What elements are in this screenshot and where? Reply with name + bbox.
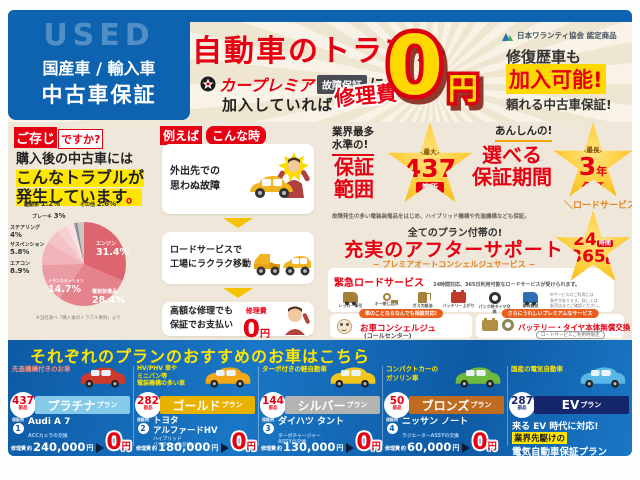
- call-center-icon: [337, 319, 352, 334]
- pie-label: 駆動系 1.2%: [24, 200, 61, 208]
- car-illustration: [580, 367, 626, 388]
- tow-truck-illustration: [254, 254, 311, 276]
- support-title: 充実のアフターサポート: [344, 239, 564, 261]
- arrow-icon: [96, 443, 105, 453]
- battery-icon: [482, 318, 498, 331]
- zero-yen-headline: 0 0 円 円: [381, 19, 481, 114]
- emergency-service-item: バッテリー上がり: [442, 290, 475, 315]
- middle-section: ご存じ ですか? 購入後の中古車には こんなトラブルが 発生しています。 駆動系 …: [8, 122, 632, 341]
- plan-card-silver: ターボ付きの軽自動車 144 部品 シルバー プラン 保証例 3 ダイハツ タント タ…: [260, 365, 381, 456]
- plans-heading: それぞれのプランのおすすめのお車はこちら: [30, 347, 371, 366]
- coverage-star-437: ＼最大／ 437 箇所: [387, 122, 473, 203]
- know-heading: ご存じ ですか?: [14, 127, 104, 149]
- emergency-service-item: ガス欠給油: [406, 292, 439, 315]
- main-title: 自動車のトラブル: [192, 34, 448, 69]
- example-card-breakdown: 外出先での 思わぬ故障: [162, 144, 314, 214]
- coverage-note: 故障発生の多い電装装備品をはじめ、ハイブリッド機構や先進機構なども保証。: [332, 214, 530, 220]
- pie-label: ブレーキ 3%: [32, 212, 66, 220]
- coverage-title: 保証 範囲: [334, 155, 374, 202]
- used-car-badge: USED 国産車 / 輸入車 中古車保証: [8, 10, 190, 120]
- emergency-service-item: 車両搬送: [514, 292, 547, 315]
- fuel-icon: [418, 292, 431, 303]
- know-line1: 購入後の中古車には: [16, 152, 134, 167]
- support-lead: 全てのプラン付帯の!: [407, 228, 503, 239]
- period-title: 選べる 保証期間: [472, 143, 552, 190]
- know-line3: 発生しています。: [16, 187, 142, 206]
- pie-label-transmission: トランスミッション 14.7%: [48, 278, 84, 295]
- repair-fee-zero-badge: 修理費 0円: [242, 307, 270, 343]
- happy-customer-illustration: [285, 306, 310, 335]
- emergency-note: ※サービスのご利用には 条件があります。詳しくは 販売店までご確認ください。: [550, 292, 602, 309]
- pie-label: サスペンション 5.8%: [10, 242, 45, 256]
- emergency-service-item: レッカー牽引: [334, 292, 367, 315]
- repaired-cars-line1: 修復歴車も: [506, 48, 582, 66]
- arrow-icon: [346, 443, 355, 453]
- warranty-association-logo-icon: [502, 32, 513, 41]
- plan-card-ev: 国産の電気自動車 287 部品 EV プラン 来る EV 時代に対応! 業界先駆けの…: [507, 364, 632, 456]
- emergency-service-item: パンク時タイヤ交換: [478, 292, 511, 315]
- repaired-cars-line2: 加入可能!: [506, 64, 606, 94]
- arrow-icon: [462, 443, 471, 453]
- down-arrow-icon: [223, 218, 253, 228]
- pie-source: ※当社調べ「購入後のトラブル事例」より: [36, 316, 121, 321]
- emergency-service-item: キー閉じ込み: [370, 292, 403, 315]
- arrow-icon: [221, 443, 230, 453]
- brand-badge: 故障保証: [317, 74, 368, 94]
- brand-row: カープレミア 故障保証 に: [200, 72, 384, 96]
- period-star-3years: ＼最長／ 3年 保証: [553, 122, 632, 197]
- tire-icon: [502, 319, 514, 331]
- tow-icon: [343, 292, 358, 306]
- brand-name: カープレミア: [219, 76, 315, 95]
- period-lead: あんしんの!: [495, 125, 553, 143]
- car-illustration: [205, 367, 251, 388]
- certification-line: 日本ワランティ協会 認定商品: [502, 30, 617, 41]
- plan-card-gold: HV/PHV 車や ミニバン等 電装機構の多い車 282 部品 ゴールド プラン 保証例…: [135, 365, 256, 456]
- car-illustration: [455, 367, 501, 388]
- support-subtitle: − プレミアオートコンシェルジュサービス −: [372, 260, 536, 269]
- breakdown-illustration: [250, 152, 310, 198]
- example-heading: 例えば こんな時: [160, 126, 267, 145]
- batt-icon: [451, 290, 466, 303]
- example-card-roadservice: ロードサービスで 工場にラクラク移動: [162, 232, 314, 284]
- example-card-payment: 高額な修理でも 保証でお支払い 修理費 0円: [162, 302, 314, 341]
- pie-label: エアコン 8.9%: [10, 261, 31, 275]
- carrier-icon: [523, 292, 538, 306]
- pie-label-engine: エンジン 31.4%: [96, 241, 129, 258]
- warranty-flyer: 自動車のトラブル カープレミア 故障保証 に 加入していれば 修理費 0 0 円…: [8, 10, 632, 456]
- know-line2: こんなトラブルが: [16, 168, 145, 187]
- battery-tire-box: さらにうれしいプレミアムなサービス バッテリー・タイヤ本体無償交換 ロードサービ…: [476, 309, 630, 339]
- coverage-lead: 業界最多 水準の!: [332, 126, 374, 157]
- concierge-box: 車のことならなんでも相談対応! お車コンシェルジュ (コールセンター): [330, 309, 472, 340]
- car-illustration: [330, 367, 376, 388]
- pie-label: ステアリング 4%: [10, 225, 41, 239]
- used-watermark: USED: [43, 18, 155, 53]
- joined-text: 加入していれば: [222, 96, 334, 114]
- tire-icon: [488, 292, 501, 304]
- car-illustration: [80, 367, 126, 388]
- trouble-pie-chart: [42, 222, 126, 306]
- emergency-icon-row: レッカー牽引キー閉じ込みガス欠給油バッテリー上がりパンク時タイヤ交換車両搬送 ※…: [334, 290, 608, 315]
- key-icon: [382, 293, 398, 303]
- pie-label-electrical: 電装装備品 28.4%: [92, 289, 125, 306]
- pie-label: その他 2.6%: [80, 200, 117, 208]
- plans-section: それぞれのプランのおすすめのお車はこちら 先進機構付きのお車 437 部品 プラチ…: [8, 340, 632, 456]
- road-service-label: ＼ロードサービス／: [564, 201, 632, 211]
- plan-card-platinum: 先進機構付きのお車 437 部品 プラチナ プラン 保証例 1 Audi A 7 AC…: [10, 365, 131, 456]
- repaired-cars-line3: 頼れる中古車保証!: [506, 97, 612, 112]
- emergency-roadservice-box: 緊急ロードサービス 24時間対応、365日利用可能なロードサービスが受けられます…: [328, 268, 614, 315]
- down-arrow-icon: [223, 288, 253, 298]
- plan-card-bronze: コンパクトカーの ガソリン車 50 部品 ブロンズ プラン 保証例 4 ニッサン ノート…: [382, 364, 507, 456]
- particle-ni: に: [370, 77, 385, 93]
- brand-logo-icon: [200, 76, 216, 92]
